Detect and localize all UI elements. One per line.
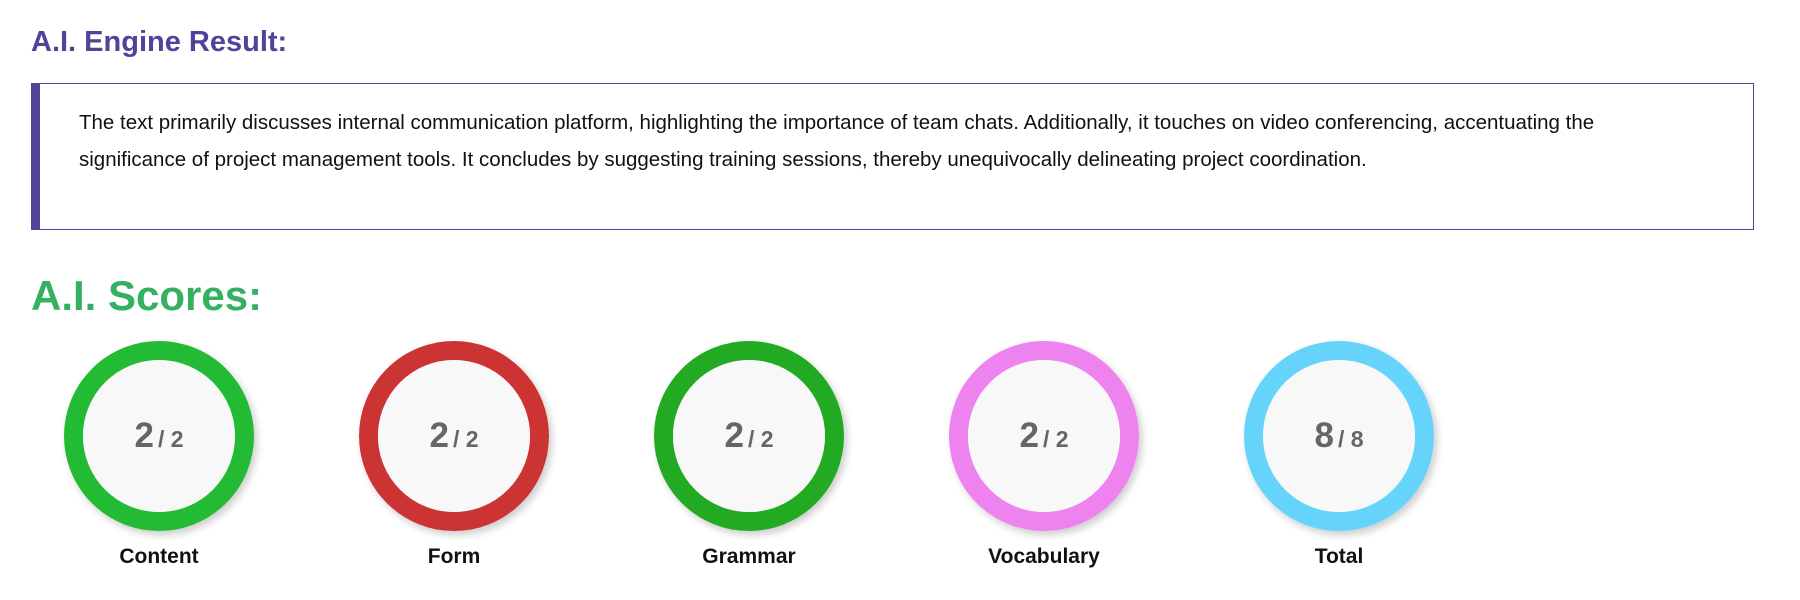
engine-result-text: The text primarily discusses internal co… — [79, 111, 1595, 171]
score-circle: 8/ 8 — [1263, 360, 1415, 512]
score-ring: 2/ 2 — [949, 341, 1139, 531]
score-ring: 2/ 2 — [359, 341, 549, 531]
score-value: 8 — [1314, 416, 1334, 455]
score-ring: 8/ 8 — [1244, 341, 1434, 531]
score-circle: 2/ 2 — [83, 360, 235, 512]
scores-title: A.I. Scores: — [31, 272, 263, 319]
score-value: 2 — [1019, 416, 1039, 455]
score-label: Content — [119, 545, 199, 568]
score-label: Total — [1314, 545, 1364, 568]
score-grammar: 2/ 2 Grammar — [654, 341, 844, 569]
score-label: Grammar — [702, 545, 796, 568]
score-value: 2 — [724, 416, 744, 455]
score-max: / 2 — [452, 426, 479, 452]
score-vocabulary: 2/ 2 Vocabulary — [949, 341, 1139, 569]
score-max: / 8 — [1337, 426, 1364, 452]
score-content: 2/ 2 Content — [64, 341, 254, 569]
engine-result-box: The text primarily discusses internal co… — [31, 83, 1754, 230]
score-value: 2 — [429, 416, 449, 455]
score-circle: 2/ 2 — [673, 360, 825, 512]
score-label: Form — [427, 545, 481, 568]
score-form: 2/ 2 Form — [359, 341, 549, 569]
score-max: / 2 — [1042, 426, 1069, 452]
score-ring: 2/ 2 — [654, 341, 844, 531]
score-circle: 2/ 2 — [968, 360, 1120, 512]
score-total: 8/ 8 Total — [1244, 341, 1434, 569]
score-label: Vocabulary — [988, 545, 1100, 568]
score-max: / 2 — [157, 426, 184, 452]
score-ring: 2/ 2 — [64, 341, 254, 531]
score-value: 2 — [134, 416, 154, 455]
score-max: / 2 — [747, 426, 774, 452]
score-circle: 2/ 2 — [378, 360, 530, 512]
engine-result-title: A.I. Engine Result: — [31, 26, 288, 58]
